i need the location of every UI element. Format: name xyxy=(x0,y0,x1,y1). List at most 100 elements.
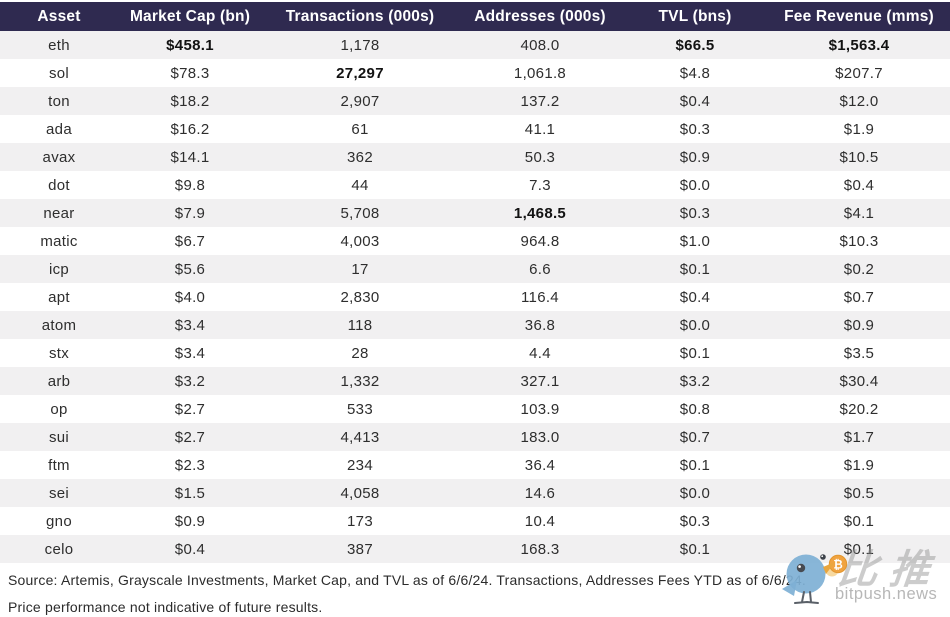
asset-cell: icp xyxy=(48,260,70,278)
value-cell: $4.0 xyxy=(174,288,206,306)
asset-cell: arb xyxy=(47,372,71,390)
value-cell: 41.1 xyxy=(524,120,556,138)
value-cell: 6.6 xyxy=(529,260,551,278)
value-cell: 173 xyxy=(347,512,373,530)
asset-cell: op xyxy=(50,400,68,418)
col-header-transactions: Transactions (000s) xyxy=(262,2,458,31)
value-cell: $5.6 xyxy=(174,260,206,278)
value-cell: $78.3 xyxy=(170,64,210,82)
value-cell: 4,003 xyxy=(340,232,380,250)
value-cell: 327.1 xyxy=(520,372,560,390)
value-cell: 61 xyxy=(351,120,369,138)
value-cell: 36.8 xyxy=(524,316,556,334)
value-cell: $0.0 xyxy=(679,316,711,334)
value-cell: 1,468.5 xyxy=(513,204,567,222)
asset-cell: ton xyxy=(48,92,70,110)
value-cell: $20.2 xyxy=(839,400,879,418)
table-row: stx $3.4 28 4.4 $0.1 $3.5 xyxy=(0,339,950,367)
value-cell: $2.7 xyxy=(174,400,206,418)
value-cell: 1,061.8 xyxy=(513,64,567,82)
value-cell: $1,563.4 xyxy=(828,36,890,54)
value-cell: $207.7 xyxy=(835,64,883,82)
value-cell: $14.1 xyxy=(170,148,210,166)
value-cell: $0.9 xyxy=(679,148,711,166)
value-cell: $0.3 xyxy=(679,204,711,222)
value-cell: $4.8 xyxy=(679,64,711,82)
value-cell: 964.8 xyxy=(520,232,560,250)
col-header-asset: Asset xyxy=(0,2,118,31)
value-cell: $0.3 xyxy=(679,120,711,138)
value-cell: $0.0 xyxy=(679,484,711,502)
asset-cell: apt xyxy=(48,288,70,306)
value-cell: $1.5 xyxy=(174,484,206,502)
table-row: atom $3.4 118 36.8 $0.0 $0.9 xyxy=(0,311,950,339)
asset-metrics-table: Asset Market Cap (bn) Transactions (000s… xyxy=(0,2,950,563)
value-cell: $0.5 xyxy=(843,484,875,502)
source-line: Source: Artemis, Grayscale Investments, … xyxy=(8,572,806,588)
value-cell: 2,830 xyxy=(340,288,380,306)
asset-cell: stx xyxy=(48,344,70,362)
value-cell: 28 xyxy=(351,344,369,362)
asset-cell: near xyxy=(43,204,75,222)
source-footnote: Source: Artemis, Grayscale Investments, … xyxy=(0,563,950,617)
value-cell: $0.4 xyxy=(679,92,711,110)
value-cell: 116.4 xyxy=(521,288,559,306)
value-cell: 17 xyxy=(351,260,369,278)
value-cell: $10.5 xyxy=(839,148,879,166)
value-cell: 408.0 xyxy=(520,36,560,54)
asset-cell: sol xyxy=(48,64,70,82)
table-row: sei $1.5 4,058 14.6 $0.0 $0.5 xyxy=(0,479,950,507)
table-row: apt $4.0 2,830 116.4 $0.4 $0.7 xyxy=(0,283,950,311)
value-cell: $4.1 xyxy=(843,204,875,222)
col-header-fee-revenue: Fee Revenue (mms) xyxy=(768,2,950,31)
value-cell: 27,297 xyxy=(336,64,384,82)
value-cell: $3.4 xyxy=(174,316,206,334)
col-header-tvl: TVL (bns) xyxy=(622,2,768,31)
table-row: celo $0.4 387 168.3 $0.1 $0.1 xyxy=(0,535,950,563)
asset-cell: eth xyxy=(48,36,70,54)
value-cell: 118 xyxy=(347,316,373,334)
value-cell: $7.9 xyxy=(174,204,206,222)
table-row: eth $458.1 1,178 408.0 $66.5 $1,563.4 xyxy=(0,31,950,59)
value-cell: 362 xyxy=(347,148,373,166)
table-row: near $7.9 5,708 1,468.5 $0.3 $4.1 xyxy=(0,199,950,227)
value-cell: $0.1 xyxy=(679,456,711,474)
table-row: sui $2.7 4,413 183.0 $0.7 $1.7 xyxy=(0,423,950,451)
value-cell: 44 xyxy=(351,176,369,194)
value-cell: $0.4 xyxy=(843,176,875,194)
value-cell: $0.7 xyxy=(843,288,875,306)
value-cell: 4,413 xyxy=(340,428,380,446)
value-cell: $18.2 xyxy=(170,92,210,110)
value-cell: $0.9 xyxy=(843,316,875,334)
value-cell: 533 xyxy=(347,400,373,418)
value-cell: 4,058 xyxy=(340,484,380,502)
value-cell: $1.9 xyxy=(843,456,875,474)
value-cell: 234 xyxy=(347,456,373,474)
asset-cell: celo xyxy=(44,540,74,558)
value-cell: $0.3 xyxy=(679,512,711,530)
table-row: op $2.7 533 103.9 $0.8 $20.2 xyxy=(0,395,950,423)
asset-cell: avax xyxy=(42,148,76,166)
value-cell: $0.1 xyxy=(679,344,711,362)
table-row: matic $6.7 4,003 964.8 $1.0 $10.3 xyxy=(0,227,950,255)
table-row: arb $3.2 1,332 327.1 $3.2 $30.4 xyxy=(0,367,950,395)
value-cell: $12.0 xyxy=(839,92,879,110)
value-cell: $0.7 xyxy=(679,428,711,446)
value-cell: $10.3 xyxy=(839,232,879,250)
value-cell: $6.7 xyxy=(174,232,206,250)
value-cell: 10.4 xyxy=(524,512,556,530)
table-header: Asset Market Cap (bn) Transactions (000s… xyxy=(0,2,950,31)
value-cell: $3.2 xyxy=(174,372,206,390)
disclaimer-line: Price performance not indicative of futu… xyxy=(8,599,323,615)
table-row: icp $5.6 17 6.6 $0.1 $0.2 xyxy=(0,255,950,283)
value-cell: 14.6 xyxy=(524,484,556,502)
value-cell: $66.5 xyxy=(675,36,715,54)
value-cell: $0.2 xyxy=(843,260,875,278)
table-row: gno $0.9 173 10.4 $0.3 $0.1 xyxy=(0,507,950,535)
value-cell: 2,907 xyxy=(340,92,380,110)
value-cell: 387 xyxy=(347,540,373,558)
value-cell: 1,178 xyxy=(340,36,380,54)
value-cell: 4.4 xyxy=(529,344,551,362)
value-cell: $16.2 xyxy=(170,120,210,138)
value-cell: 5,708 xyxy=(340,204,380,222)
